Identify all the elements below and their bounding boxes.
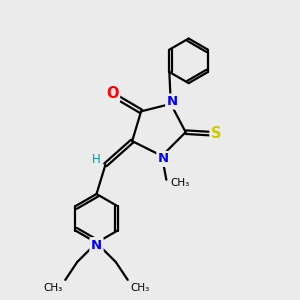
Text: N: N xyxy=(158,152,169,165)
Text: O: O xyxy=(106,86,118,101)
Text: N: N xyxy=(167,95,178,108)
Text: CH₃: CH₃ xyxy=(171,178,190,188)
Text: CH₃: CH₃ xyxy=(131,284,150,293)
Text: CH₃: CH₃ xyxy=(43,284,62,293)
Text: H: H xyxy=(92,153,101,166)
Text: S: S xyxy=(211,126,221,141)
Text: N: N xyxy=(91,238,102,252)
